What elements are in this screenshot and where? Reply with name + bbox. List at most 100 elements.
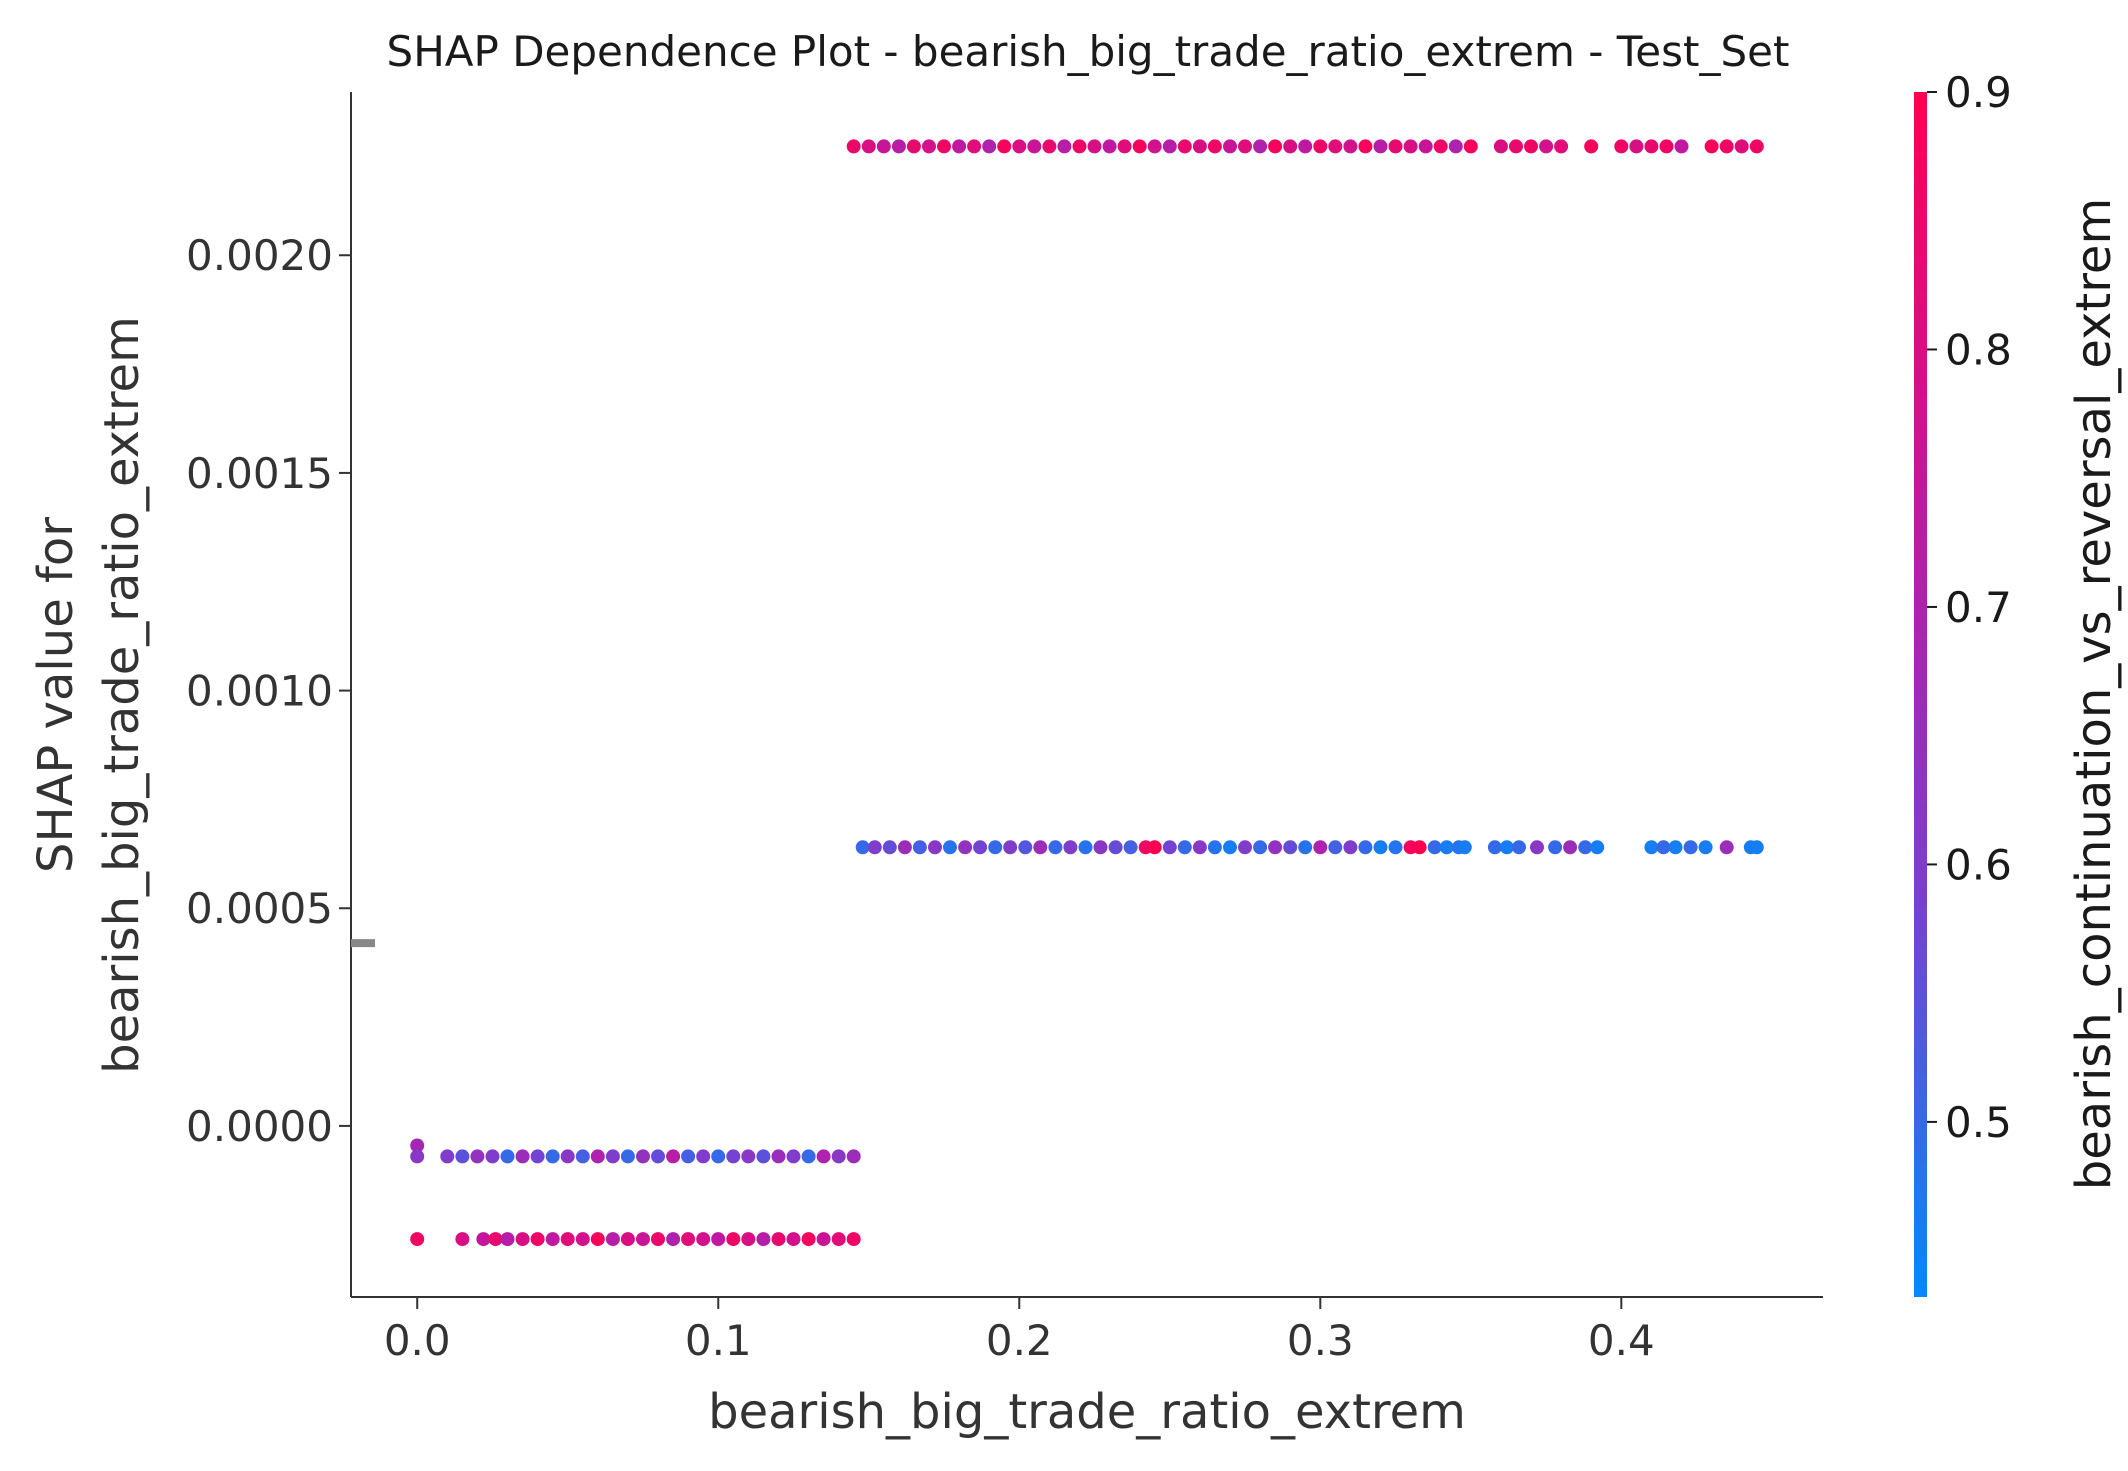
y-tick-label: 0.0020	[186, 231, 333, 280]
scatter-point	[1003, 840, 1018, 855]
scatter-point	[1388, 139, 1403, 154]
scatter-point	[1530, 840, 1544, 855]
scatter-point	[1698, 840, 1713, 855]
scatter-point	[515, 1232, 530, 1247]
scatter-point	[1412, 840, 1427, 855]
scatter-point	[1177, 139, 1192, 154]
scatter-point	[476, 1232, 491, 1247]
scatter-point	[786, 1232, 801, 1247]
y-tick-label: 0.0000	[186, 1102, 333, 1151]
scatter-point	[973, 840, 988, 855]
x-tick-label: 0.4	[1588, 1316, 1655, 1365]
scatter-point	[846, 1149, 861, 1164]
scatter-point	[1012, 139, 1027, 154]
scatter-point	[1674, 139, 1689, 154]
scatter-point	[1463, 139, 1478, 154]
colorbar-tick-label: 0.7	[1945, 583, 2012, 632]
scatter-point	[1268, 840, 1283, 855]
scatter-point	[1072, 139, 1087, 154]
scatter-point	[876, 139, 891, 154]
scatter-point	[1493, 139, 1508, 154]
scatter-point	[982, 139, 997, 154]
scatter-point	[741, 1232, 756, 1247]
scatter-point	[545, 1232, 560, 1247]
scatter-point	[515, 1149, 530, 1164]
scatter-point	[590, 1232, 605, 1247]
scatter-point	[1668, 840, 1683, 855]
scatter-point	[1027, 139, 1042, 154]
scatter-point	[1268, 139, 1283, 154]
scatter-point	[756, 1149, 771, 1164]
scatter-point	[1584, 139, 1599, 154]
scatter-point	[816, 1149, 831, 1164]
scatter-point	[1192, 840, 1207, 855]
scatter-point	[1078, 840, 1093, 855]
scatter-point	[867, 840, 882, 855]
scatter-point	[1207, 840, 1222, 855]
scatter-point	[1147, 840, 1162, 855]
plot-area: 0.0 0.1 0.2 0.3 0.4 0.0000 0.0005 0.0010 0.0015…	[186, 92, 1823, 1365]
scatter-point	[1704, 139, 1719, 154]
y-tick-label: 0.0005	[186, 884, 333, 933]
scatter-point	[1734, 139, 1749, 154]
scatter-point	[855, 840, 870, 855]
scatter-point	[1554, 139, 1569, 154]
scatter-point	[1063, 840, 1078, 855]
scatter-point	[488, 1232, 503, 1247]
scatter-point	[1328, 139, 1343, 154]
x-axis-label: bearish_big_trade_ratio_extrem	[708, 1384, 1466, 1440]
scatter-point	[485, 1149, 500, 1164]
scatter-point	[1192, 139, 1207, 154]
colorbar-gradient	[1914, 92, 1927, 1297]
scatter-point	[1102, 139, 1117, 154]
scatter-point	[696, 1232, 711, 1247]
scatter-point	[410, 1149, 425, 1164]
scatter-point	[967, 139, 982, 154]
scatter-point	[1719, 840, 1734, 855]
scatter-point	[1499, 840, 1514, 855]
scatter-point	[943, 840, 957, 855]
scatter-point	[711, 1149, 726, 1164]
colorbar-tick-label: 0.6	[1945, 840, 2012, 889]
scatter-point	[620, 1149, 635, 1164]
x-axis-ticks: 0.0 0.1 0.2 0.3 0.4	[384, 1297, 1655, 1365]
scatter-point	[1343, 139, 1358, 154]
scatter-point	[590, 1149, 605, 1164]
scatter-point	[1578, 840, 1593, 855]
scatter-point	[861, 139, 876, 154]
scatter-point	[1033, 840, 1048, 855]
scatter-point	[1358, 139, 1373, 154]
scatter-point	[831, 1149, 846, 1164]
scatter-point	[1253, 139, 1268, 154]
scatter-point	[530, 1149, 545, 1164]
scatter-point	[928, 840, 942, 855]
scatter-point	[1018, 840, 1033, 855]
scatter-point	[1132, 139, 1147, 154]
scatter-point	[651, 1149, 665, 1164]
scatter-point	[922, 139, 936, 154]
scatter-point	[786, 1149, 801, 1164]
scatter-point	[801, 1232, 816, 1247]
scatter-point	[1253, 840, 1268, 855]
scatter-point	[1283, 139, 1298, 154]
scatter-point	[681, 1149, 696, 1164]
scatter-point	[455, 1232, 470, 1247]
scatter-point	[897, 840, 912, 855]
scatter-point	[455, 1149, 470, 1164]
points-layer	[410, 139, 1764, 1247]
scatter-point	[1539, 139, 1554, 154]
scatter-point	[1512, 840, 1526, 855]
scatter-point	[1509, 139, 1523, 154]
scatter-point	[958, 840, 973, 855]
scatter-point	[1177, 840, 1192, 855]
scatter-point	[1656, 840, 1671, 855]
scatter-point	[1117, 139, 1132, 154]
scatter-point	[1563, 840, 1578, 855]
scatter-point	[741, 1149, 756, 1164]
colorbar-tick-label: 0.8	[1945, 325, 2012, 374]
scatter-point	[711, 1232, 726, 1247]
colorbar-label: bearish_continuation_vs_reversal_extrem	[2066, 198, 2122, 1190]
scatter-point	[681, 1232, 696, 1247]
scatter-point	[1683, 840, 1698, 855]
